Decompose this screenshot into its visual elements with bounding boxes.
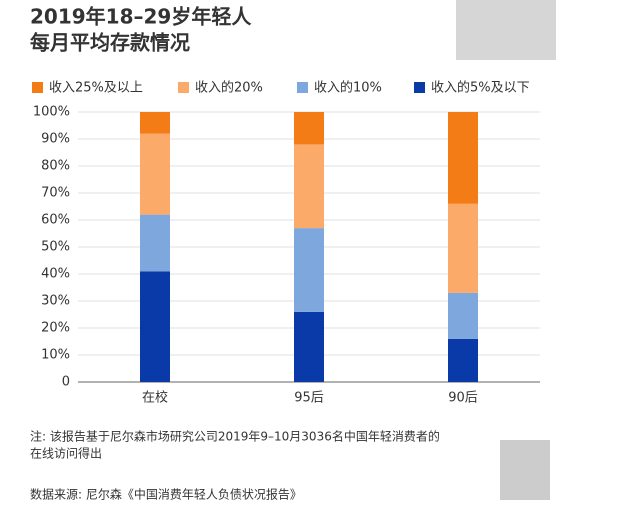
legend-swatch	[178, 82, 189, 93]
bar-segment	[448, 292, 478, 339]
y-tick-label: 20%	[41, 321, 70, 336]
legend-swatch	[414, 82, 425, 93]
legend-label: 收入的20%	[195, 80, 263, 96]
bar-segment	[140, 112, 170, 134]
bar-segment	[294, 228, 324, 312]
legend-swatch	[32, 82, 43, 93]
legend-swatch	[297, 82, 308, 93]
chart-title: 每月平均存款情况	[30, 31, 190, 55]
bar-segment	[294, 112, 324, 145]
note: 注: 该报告基于尼尔森市场研究公司2019年9–10月3036名中国年轻消费者的	[30, 429, 440, 444]
y-tick-label: 70%	[41, 186, 70, 201]
bar-segment	[294, 144, 324, 229]
y-tick-label: 10%	[41, 348, 70, 363]
y-tick-label: 30%	[41, 294, 70, 309]
bar-segment	[140, 271, 170, 382]
y-tick-label: 40%	[41, 267, 70, 282]
bar-segment	[140, 214, 170, 272]
blurred-image	[500, 440, 550, 500]
y-tick-label: 50%	[41, 240, 70, 255]
note: 在线访问得出	[30, 446, 102, 461]
bar-segment	[448, 203, 478, 293]
x-tick-label: 在校	[142, 390, 168, 406]
bar-segment	[140, 133, 170, 215]
y-tick-label: 80%	[41, 159, 70, 174]
x-tick-label: 90后	[448, 391, 478, 406]
chart-title: 2019年18–29岁年轻人	[30, 5, 252, 29]
source: 数据来源: 尼尔森《中国消费年轻人负债状况报告》	[30, 487, 302, 502]
y-tick-label: 0	[62, 375, 70, 390]
legend-label: 收入的10%	[314, 80, 382, 96]
y-tick-label: 100%	[33, 105, 70, 120]
legend-label: 收入的5%及以下	[431, 80, 530, 96]
y-tick-label: 60%	[41, 213, 70, 228]
bar-segment	[448, 112, 478, 204]
bar-segment	[294, 311, 324, 382]
y-tick-label: 90%	[41, 132, 70, 147]
legend-label: 收入25%及以上	[49, 81, 143, 96]
x-tick-label: 95后	[294, 391, 324, 406]
bar-segment	[448, 338, 478, 382]
blurred-image	[456, 0, 556, 60]
